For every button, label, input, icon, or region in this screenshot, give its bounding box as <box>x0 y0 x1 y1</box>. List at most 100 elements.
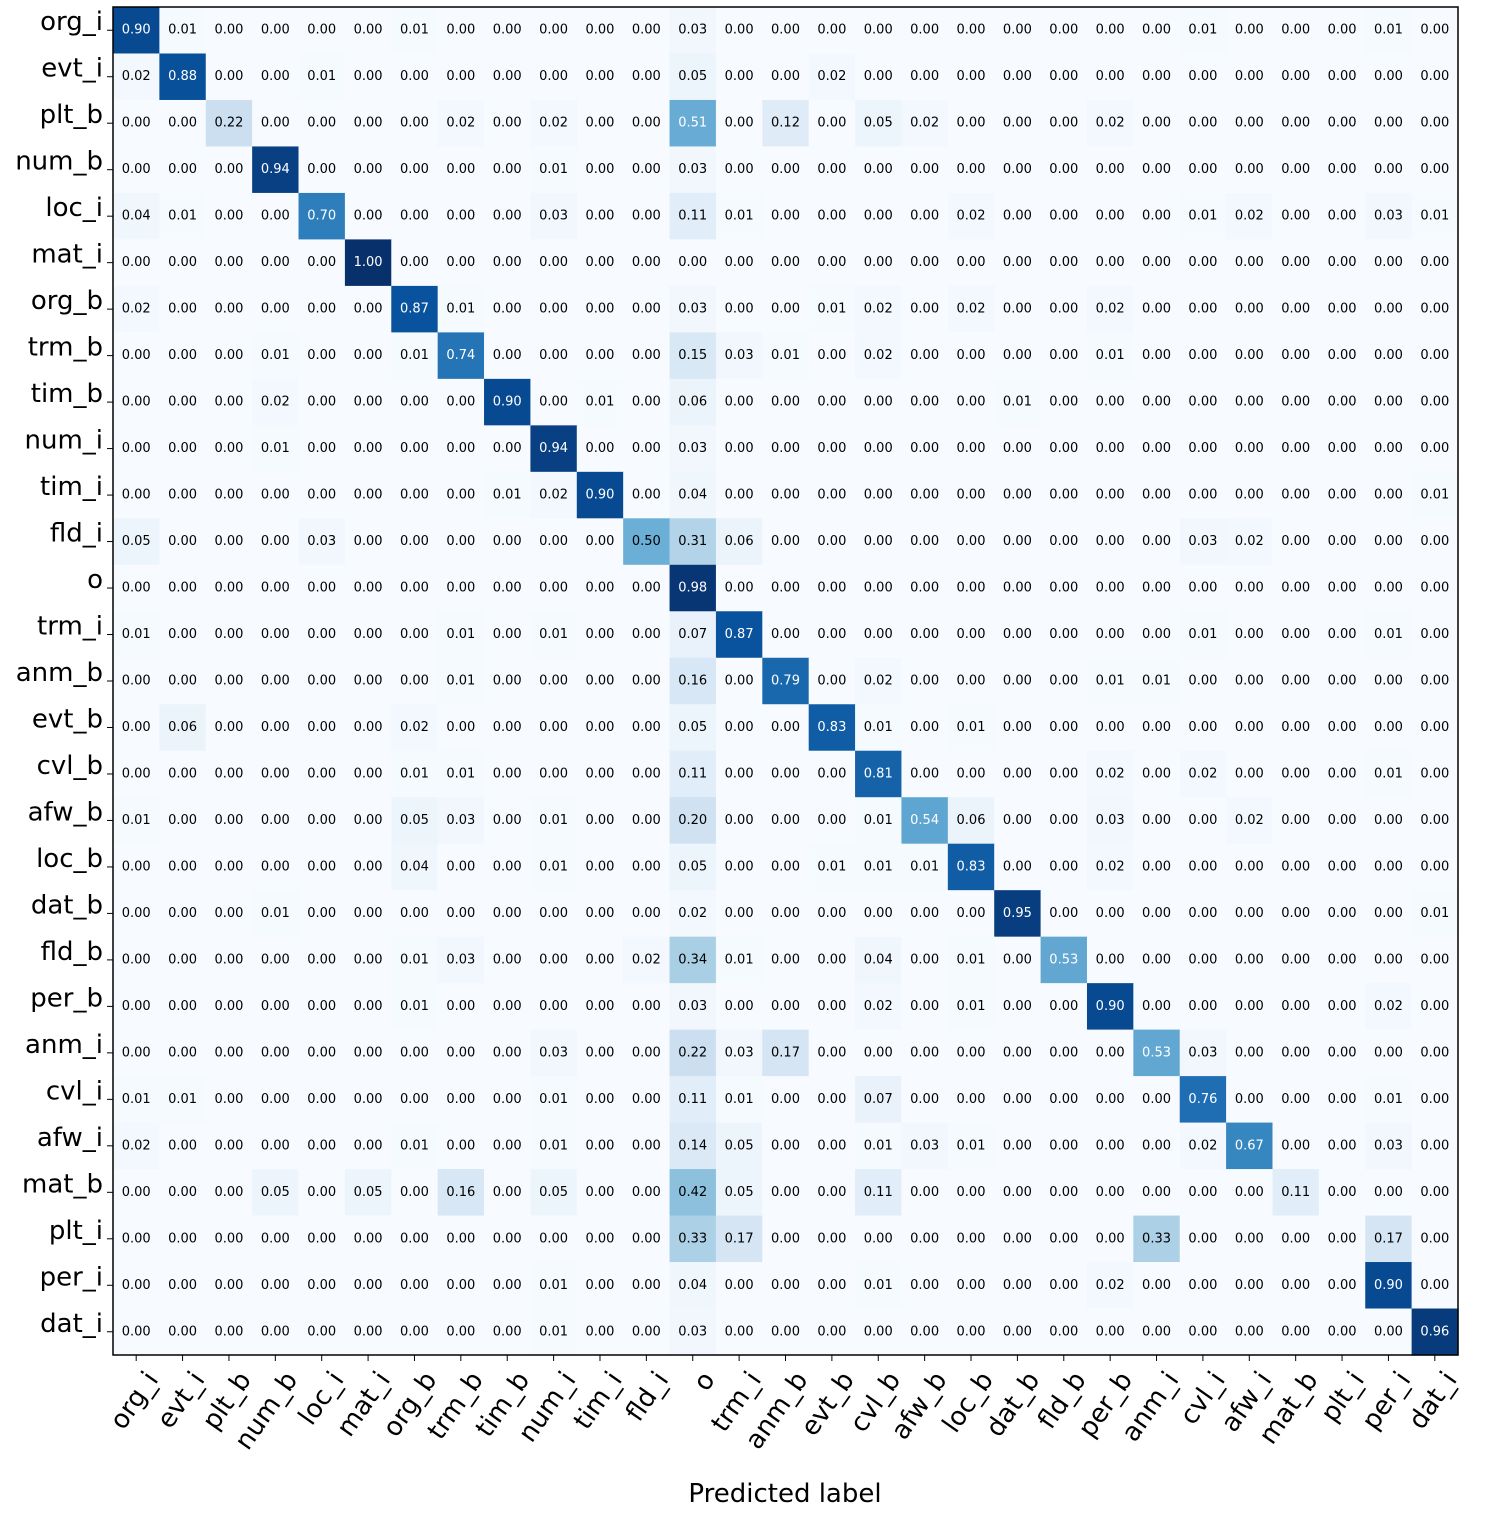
cell-value-label: 0.00 <box>168 302 197 317</box>
cell-value-label: 0.01 <box>725 209 754 224</box>
heatmap-cell <box>530 611 578 659</box>
heatmap-cells <box>113 7 1459 1356</box>
y-tick-label: loc_i <box>45 193 103 223</box>
heatmap-cell <box>298 518 346 566</box>
heatmap-cell <box>808 1029 856 1077</box>
heatmap-cell <box>576 1169 624 1217</box>
heatmap-cell <box>344 797 392 845</box>
cell-value-label: 0.00 <box>1420 720 1449 735</box>
cell-value-label: 0.83 <box>957 859 986 874</box>
cell-value-label: 0.00 <box>1374 488 1403 503</box>
cell-value-label: 0.00 <box>1188 1278 1217 1293</box>
heatmap-cell <box>113 797 160 845</box>
heatmap-cell <box>1086 518 1134 566</box>
heatmap-cell <box>1133 611 1181 659</box>
cell-value-label: 0.00 <box>586 1092 615 1107</box>
cell-value-label: 0.00 <box>214 859 243 874</box>
heatmap-cell <box>994 704 1042 752</box>
cell-value-label: 0.00 <box>632 488 661 503</box>
heatmap-cell <box>715 518 763 566</box>
cell-value-label: 0.00 <box>214 581 243 596</box>
cell-value-label: 0.00 <box>354 766 383 781</box>
cell-value-label: 0.00 <box>214 534 243 549</box>
heatmap-cell <box>159 239 207 287</box>
cell-value-label: 0.00 <box>214 1138 243 1153</box>
cell-value-label: 0.00 <box>261 1138 290 1153</box>
heatmap-cell <box>1040 146 1088 194</box>
heatmap-cell <box>1040 1169 1088 1217</box>
heatmap-cell <box>391 425 439 473</box>
heatmap-cell <box>205 518 253 566</box>
cell-value-label: 0.00 <box>1142 302 1171 317</box>
heatmap-cell <box>1133 192 1181 241</box>
cell-value-label: 0.00 <box>1049 1045 1078 1060</box>
y-tick-label: afw_i <box>37 1123 103 1153</box>
heatmap-cell <box>252 7 300 55</box>
heatmap-cell <box>113 564 160 612</box>
cell-value-label: 0.00 <box>1235 1278 1264 1293</box>
cell-value-label: 0.00 <box>307 674 336 689</box>
heatmap-cell <box>1086 750 1134 798</box>
heatmap-cell <box>947 704 995 752</box>
cell-value-label: 0.02 <box>122 69 151 84</box>
y-tick-label: anm_b <box>16 658 103 688</box>
y-tick-label: org_b <box>31 286 103 316</box>
heatmap-cell <box>855 285 903 333</box>
cell-value-label: 0.00 <box>214 1185 243 1200</box>
cell-value-label: 0.02 <box>1096 302 1125 317</box>
heatmap-cell <box>298 425 346 473</box>
cell-value-label: 0.00 <box>817 116 846 131</box>
cell-value-label: 0.00 <box>864 581 893 596</box>
heatmap-cell <box>669 936 717 984</box>
heatmap-cell <box>205 936 253 984</box>
cell-value-label: 0.00 <box>214 1045 243 1060</box>
cell-value-label: 0.00 <box>168 999 197 1014</box>
heatmap-cell <box>855 564 903 612</box>
x-tick-label: evt_i <box>151 1366 211 1434</box>
heatmap-cell <box>623 53 671 101</box>
cell-value-label: 0.00 <box>354 23 383 38</box>
cell-value-label: 0.00 <box>1003 1185 1032 1200</box>
heatmap-cell <box>1411 332 1459 380</box>
cell-value-label: 0.00 <box>1328 1092 1357 1107</box>
cell-value-label: 0.00 <box>771 581 800 596</box>
heatmap-cell <box>484 657 532 705</box>
heatmap-cell <box>205 1215 253 1263</box>
cell-value-label: 0.00 <box>1003 1324 1032 1339</box>
cell-value-label: 0.00 <box>1096 1138 1125 1153</box>
heatmap-cell <box>576 518 624 566</box>
heatmap-cell <box>1133 7 1181 55</box>
cell-value-label: 0.00 <box>261 674 290 689</box>
cell-value-label: 0.05 <box>354 1185 383 1200</box>
heatmap-cell <box>1365 843 1413 891</box>
cell-value-label: 0.00 <box>1188 813 1217 828</box>
cell-value-label: 0.00 <box>446 69 475 84</box>
cell-value-label: 0.02 <box>678 906 707 921</box>
cell-value-label: 0.00 <box>214 627 243 642</box>
heatmap-cell <box>1365 1029 1413 1077</box>
heatmap-cell <box>576 843 624 891</box>
y-tick-label: org_i <box>40 7 103 37</box>
cell-value-label: 0.00 <box>1281 627 1310 642</box>
heatmap-cell <box>808 1169 856 1217</box>
heatmap-cell <box>159 471 207 519</box>
heatmap-cell <box>947 890 995 938</box>
cell-value-label: 0.16 <box>446 1185 475 1200</box>
cell-value-label: 0.04 <box>122 209 151 224</box>
cell-value-label: 0.00 <box>493 813 522 828</box>
heatmap-cell <box>344 99 392 148</box>
cell-value-label: 0.00 <box>1188 302 1217 317</box>
cell-value-label: 0.00 <box>632 1092 661 1107</box>
heatmap-cell <box>808 983 856 1031</box>
heatmap-cell <box>1086 564 1134 612</box>
heatmap-cell <box>298 797 346 845</box>
cell-value-label: 0.00 <box>122 1278 151 1293</box>
cell-value-label: 0.00 <box>1096 23 1125 38</box>
heatmap-cell <box>669 1262 717 1310</box>
heatmap-cell <box>947 7 995 55</box>
heatmap-cell <box>298 99 346 148</box>
cell-value-label: 0.00 <box>400 1092 429 1107</box>
heatmap-cell <box>344 611 392 659</box>
cell-value-label: 0.00 <box>1281 1092 1310 1107</box>
cell-value-label: 0.01 <box>1003 395 1032 410</box>
